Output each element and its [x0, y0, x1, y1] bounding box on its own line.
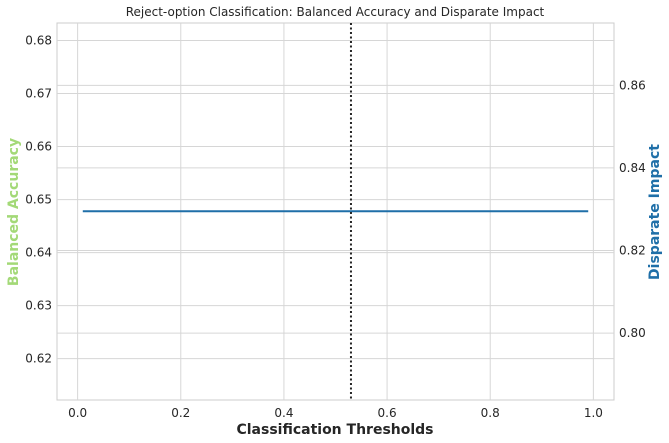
- x-tick-label: 0.2: [171, 406, 190, 420]
- x-axis-label: Classification Thresholds: [236, 422, 433, 438]
- y-left-tick-labels: 0.62 0.63 0.64 0.65 0.66 0.67 0.68: [25, 33, 52, 365]
- y-axis-left-label: Balanced Accuracy: [6, 138, 22, 286]
- y-left-tick-label: 0.63: [25, 299, 52, 313]
- x-tick-label: 1.0: [584, 406, 603, 420]
- y-right-tick-label: 0.80: [619, 326, 646, 340]
- x-tick-label: 0.8: [481, 406, 500, 420]
- y-left-tick-label: 0.62: [25, 352, 52, 366]
- x-tick-label: 0.0: [68, 406, 87, 420]
- x-tick-labels: 0.0 0.2 0.4 0.6 0.8 1.0: [68, 406, 603, 420]
- y-left-tick-label: 0.65: [25, 193, 52, 207]
- x-tick-label: 0.6: [378, 406, 397, 420]
- marks: [82, 23, 589, 400]
- y-right-tick-label: 0.86: [619, 78, 646, 92]
- y-right-tick-labels: 0.80 0.82 0.84 0.86: [619, 78, 646, 340]
- y-right-tick-label: 0.84: [619, 161, 646, 175]
- y-left-tick-label: 0.66: [25, 140, 52, 154]
- y-right-tick-label: 0.82: [619, 244, 646, 258]
- y-left-tick-label: 0.64: [25, 246, 52, 260]
- y-left-tick-label: 0.68: [25, 33, 52, 47]
- chart-title: Reject-option Classification: Balanced A…: [126, 5, 545, 19]
- x-tick-label: 0.4: [274, 406, 293, 420]
- y-axis-right-label: Disparate Impact: [647, 144, 663, 280]
- y-left-tick-label: 0.67: [25, 87, 52, 101]
- grid: [57, 23, 614, 400]
